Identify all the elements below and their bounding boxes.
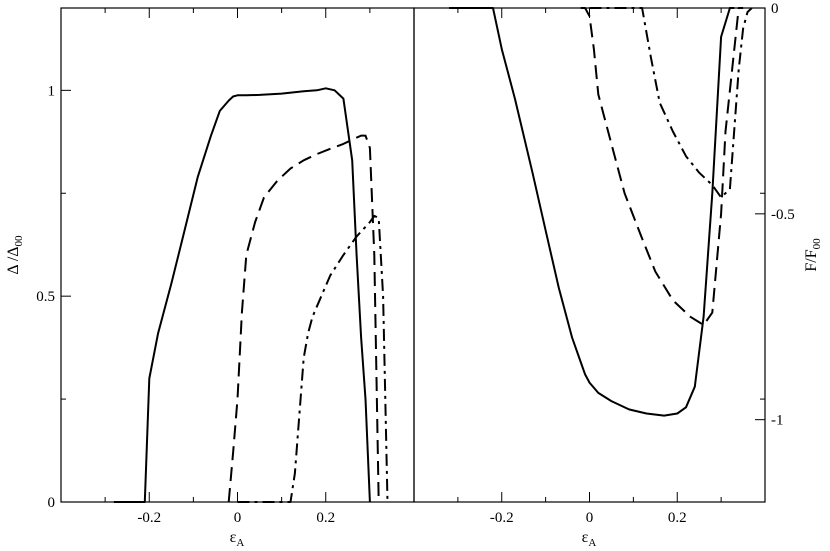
left-ticks-group: -0.2 0 0.2 0 0.5 1 [36,8,371,526]
left-y-axis-label-main: Δ /Δ [5,246,22,274]
left-y-tick-label: 0.5 [36,289,55,305]
right-y-tick-label: -1 [771,413,784,429]
left-x-axis-label-main: ε [230,529,237,546]
left-panel: -0.2 0 0.2 0 0.5 1 [36,7,415,526]
left-series-group [113,87,389,503]
right-y-tick-label: -0.5 [771,207,795,223]
right-panel: -0.2 0 0.2 0 -0.5 -1 [413,1,795,526]
left-y-axis-label-sub: 00 [13,235,25,247]
left-x-axis-label: εA [230,529,245,549]
right-x-tick-label: 0.2 [668,510,687,526]
left-x-tick-label: 0.2 [316,510,335,526]
left-y-tick-label: 0 [48,495,56,511]
right-y-axis-label: F/F00 [803,238,823,272]
left-series-3-dash-dot-line [237,214,389,503]
left-y-axis-label: Δ /Δ00 [5,235,25,275]
right-series-group [449,7,753,417]
right-plot-frame [413,7,766,503]
left-y-tick-label: 1 [48,83,56,99]
left-x-axis-label-sub: A [236,537,244,549]
right-x-axis-label-main: ε [582,529,589,546]
right-x-tick-label: 0 [586,510,594,526]
right-x-axis-label-sub: A [588,537,596,549]
right-y-tick-label: 0 [771,1,779,17]
right-ticks-group: -0.2 0 0.2 0 -0.5 -1 [457,1,795,526]
right-x-tick-label: -0.2 [490,510,514,526]
left-series-1-solid-line [113,87,371,503]
right-series-2-dashed-line [580,7,744,326]
left-plot-frame [60,7,415,503]
right-x-axis-label: εA [582,529,597,549]
left-series-2-dashed-line [227,134,380,503]
right-y-axis-label-sub: 00 [811,238,823,250]
left-x-tick-label: -0.2 [137,510,161,526]
right-series-1-solid-line [449,7,735,417]
right-y-axis-label-main: F/F [803,249,820,271]
right-series-3-dash-dot-line [589,7,753,199]
left-x-tick-label: 0 [234,510,242,526]
